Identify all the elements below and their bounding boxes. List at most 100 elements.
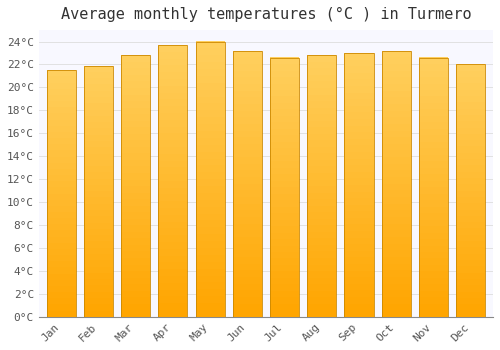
Bar bbox=[270, 271, 299, 278]
Bar bbox=[84, 247, 113, 254]
Bar bbox=[233, 244, 262, 250]
Bar bbox=[121, 258, 150, 265]
Bar bbox=[158, 249, 188, 256]
Bar bbox=[158, 58, 188, 65]
Bar bbox=[456, 115, 485, 121]
Bar bbox=[382, 197, 411, 204]
Bar bbox=[196, 241, 224, 248]
Bar bbox=[382, 51, 411, 57]
Bar bbox=[121, 160, 150, 167]
Bar bbox=[46, 95, 76, 101]
Bar bbox=[382, 150, 411, 157]
Bar bbox=[419, 58, 448, 317]
Bar bbox=[308, 186, 336, 193]
Bar bbox=[270, 239, 299, 245]
Bar bbox=[158, 262, 188, 269]
Bar bbox=[46, 199, 76, 206]
Bar bbox=[344, 172, 374, 178]
Bar bbox=[233, 71, 262, 77]
Bar bbox=[196, 55, 224, 62]
Bar bbox=[196, 69, 224, 76]
Bar bbox=[456, 178, 485, 184]
Bar bbox=[196, 200, 224, 207]
Bar bbox=[121, 134, 150, 140]
Bar bbox=[233, 210, 262, 217]
Bar bbox=[344, 297, 374, 303]
Bar bbox=[308, 290, 336, 297]
Bar bbox=[270, 245, 299, 252]
Bar bbox=[121, 225, 150, 232]
Bar bbox=[419, 271, 448, 278]
Bar bbox=[196, 90, 224, 97]
Bar bbox=[233, 111, 262, 117]
Bar bbox=[233, 250, 262, 257]
Bar bbox=[158, 99, 188, 106]
Bar bbox=[121, 180, 150, 186]
Bar bbox=[382, 71, 411, 77]
Bar bbox=[196, 275, 224, 282]
Bar bbox=[344, 159, 374, 165]
Bar bbox=[270, 226, 299, 232]
Bar bbox=[233, 177, 262, 184]
Bar bbox=[419, 304, 448, 310]
Bar bbox=[158, 147, 188, 154]
Bar bbox=[121, 81, 150, 88]
Bar bbox=[456, 285, 485, 292]
Bar bbox=[84, 172, 113, 178]
Bar bbox=[419, 245, 448, 252]
Bar bbox=[84, 260, 113, 267]
Bar bbox=[419, 284, 448, 291]
Bar bbox=[158, 269, 188, 276]
Bar bbox=[308, 88, 336, 94]
Bar bbox=[344, 238, 374, 244]
Bar bbox=[308, 75, 336, 82]
Bar bbox=[158, 120, 188, 127]
Bar bbox=[196, 248, 224, 255]
Bar bbox=[121, 251, 150, 258]
Bar bbox=[121, 290, 150, 297]
Bar bbox=[344, 231, 374, 238]
Bar bbox=[308, 238, 336, 245]
Bar bbox=[84, 110, 113, 116]
Bar bbox=[382, 144, 411, 150]
Bar bbox=[419, 194, 448, 200]
Bar bbox=[158, 45, 188, 317]
Bar bbox=[46, 304, 76, 311]
Bar bbox=[233, 104, 262, 111]
Bar bbox=[308, 225, 336, 232]
Bar bbox=[158, 86, 188, 92]
Bar bbox=[456, 229, 485, 235]
Bar bbox=[46, 144, 76, 150]
Bar bbox=[270, 252, 299, 259]
Bar bbox=[308, 94, 336, 101]
Bar bbox=[196, 282, 224, 289]
Bar bbox=[196, 48, 224, 55]
Bar bbox=[270, 187, 299, 194]
Bar bbox=[270, 148, 299, 155]
Bar bbox=[84, 122, 113, 128]
Bar bbox=[46, 113, 76, 120]
Bar bbox=[382, 190, 411, 197]
Bar bbox=[46, 310, 76, 317]
Bar bbox=[158, 208, 188, 215]
Bar bbox=[158, 72, 188, 79]
Bar bbox=[46, 119, 76, 126]
Bar bbox=[456, 279, 485, 285]
Bar bbox=[344, 224, 374, 231]
Bar bbox=[84, 135, 113, 141]
Bar bbox=[121, 232, 150, 238]
Bar bbox=[121, 107, 150, 114]
Bar bbox=[196, 186, 224, 193]
Bar bbox=[344, 53, 374, 317]
Bar bbox=[84, 229, 113, 235]
Bar bbox=[233, 137, 262, 144]
Bar bbox=[196, 103, 224, 110]
Bar bbox=[196, 310, 224, 317]
Bar bbox=[308, 55, 336, 62]
Bar bbox=[84, 298, 113, 304]
Bar bbox=[270, 181, 299, 187]
Bar bbox=[84, 279, 113, 285]
Bar bbox=[456, 216, 485, 222]
Bar bbox=[419, 206, 448, 213]
Bar bbox=[196, 41, 224, 48]
